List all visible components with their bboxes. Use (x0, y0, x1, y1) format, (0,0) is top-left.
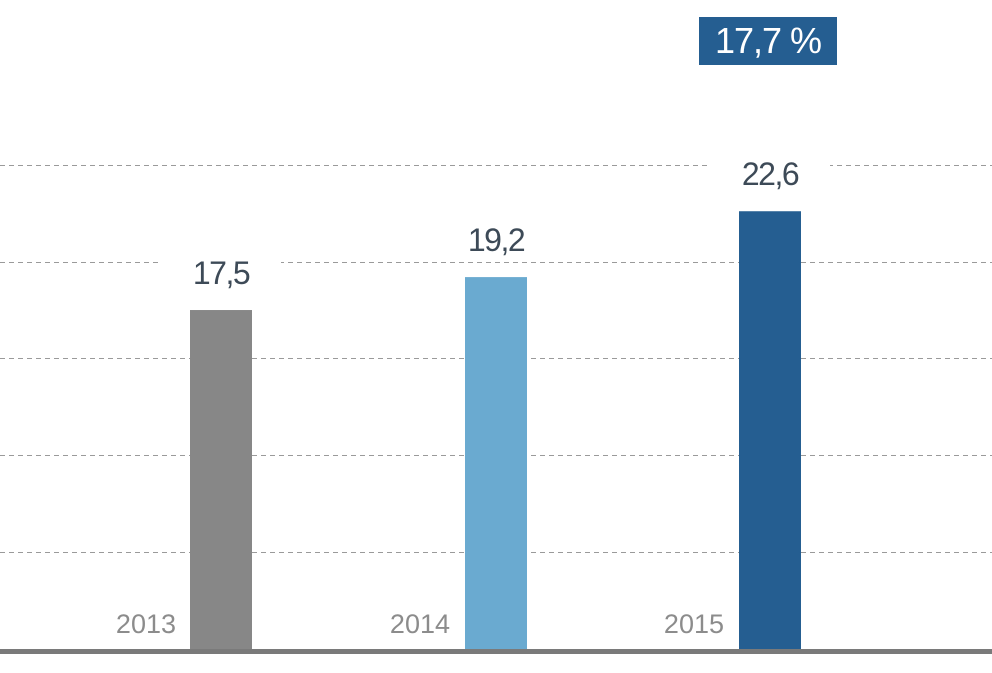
x-tick-label: 2013 (116, 609, 176, 639)
value-label: 17,5 (193, 255, 250, 291)
bar-2015 (739, 211, 801, 649)
value-label-background (161, 252, 281, 293)
bar-2013 (190, 310, 252, 649)
value-label-background (710, 153, 830, 194)
x-tick-label: 2014 (390, 609, 450, 639)
value-label: 19,2 (468, 222, 525, 258)
x-tick-label: 2015 (664, 609, 724, 639)
value-label-background (436, 219, 556, 260)
value-label: 22,6 (742, 156, 799, 192)
growth-badge: 17,7 % (699, 17, 837, 65)
bar-2014 (465, 277, 527, 649)
x-axis-baseline (0, 649, 992, 654)
